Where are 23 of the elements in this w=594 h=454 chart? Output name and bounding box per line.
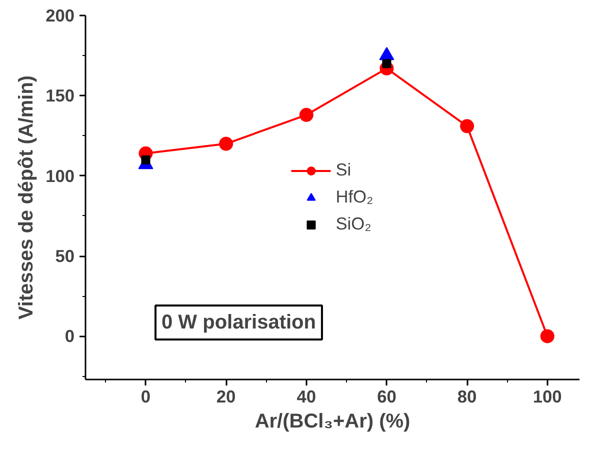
x-tick-label: 60 [377,386,396,406]
y-tick-label: 200 [46,6,75,26]
x-tick-label: 0 [140,386,151,406]
annotation: 0 W polarisation [162,312,316,334]
x-tick-label: 80 [457,386,477,406]
y-tick-label: 50 [55,246,75,266]
legend-label: HfO₂ [336,186,374,208]
point [299,108,314,122]
legend-label: Si [336,160,352,180]
point [540,329,554,344]
y-tick-label: 150 [46,86,75,106]
point [460,119,474,134]
x-tick-label: 40 [296,386,316,406]
point [219,136,234,151]
y-tick-label: 0 [64,326,75,346]
point [382,59,392,68]
x-axis-title: Ar/(BCl₃+Ar) (%) [254,410,410,432]
y-axis-title: Vitesses de dépôt (A/min) [16,75,38,320]
y-tick-label: 100 [46,166,75,186]
point [141,155,150,164]
legend-label: SiO₂ [336,214,372,234]
x-tick-label: 100 [532,386,562,406]
x-tick-label: 20 [216,386,236,406]
